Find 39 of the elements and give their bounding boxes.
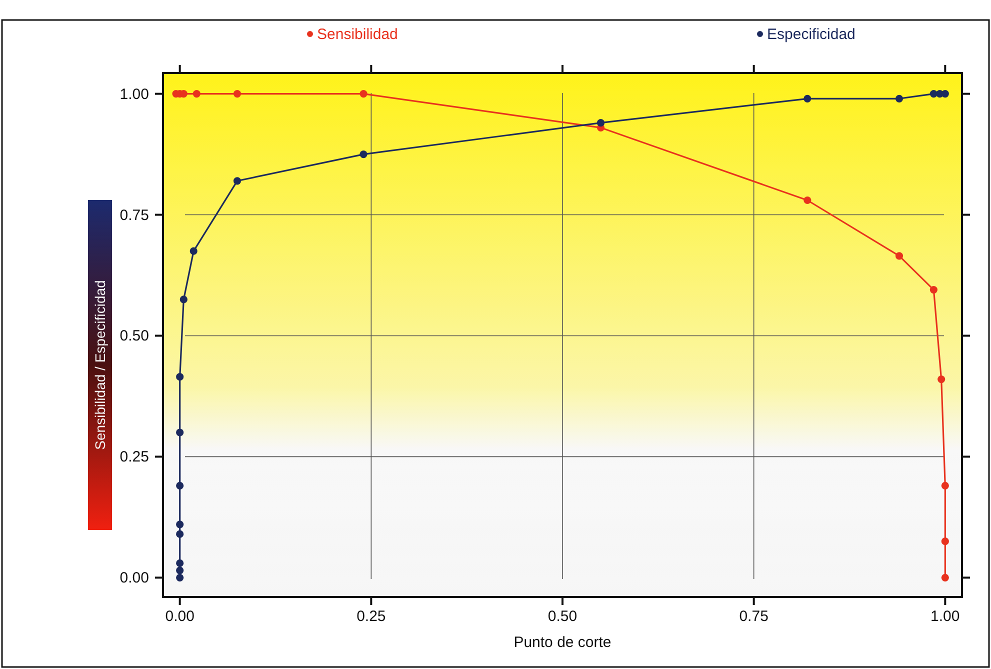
- point: [941, 482, 949, 490]
- x-tick-label: 0.25: [356, 608, 386, 625]
- x-axis-title: Punto de corte: [514, 634, 612, 651]
- point: [938, 375, 946, 384]
- x-tick-label: 0.75: [739, 608, 768, 625]
- point: [233, 90, 242, 98]
- point: [930, 286, 938, 294]
- y-tick-label: 0.75: [120, 206, 149, 224]
- x-tick-label: 0.50: [548, 608, 578, 625]
- legend-label: Especificidad: [767, 26, 856, 43]
- point: [941, 538, 949, 546]
- point: [176, 482, 184, 490]
- point: [176, 574, 184, 582]
- point: [176, 530, 184, 538]
- point: [895, 94, 904, 102]
- point: [176, 520, 184, 528]
- point: [176, 566, 184, 574]
- point: [895, 252, 904, 260]
- y-tick-label: 0.25: [120, 448, 149, 466]
- point: [233, 177, 242, 185]
- point: [176, 428, 184, 436]
- y-tick-label: 0.00: [120, 570, 149, 587]
- point: [804, 196, 812, 204]
- point: [180, 296, 188, 304]
- point: [176, 559, 184, 567]
- point: [360, 150, 368, 158]
- y-tick-label: 0.50: [120, 328, 149, 345]
- point: [941, 574, 949, 582]
- point: [176, 373, 184, 381]
- point: [360, 90, 368, 98]
- point: [596, 119, 605, 127]
- y-tick-label: 1.00: [120, 86, 149, 103]
- point: [192, 90, 200, 98]
- point: [804, 94, 812, 102]
- x-tick-label: 0.00: [165, 608, 194, 625]
- point: [190, 247, 198, 255]
- x-tick-label: 1.00: [930, 608, 960, 625]
- legend-label: Sensibilidad: [317, 26, 398, 43]
- y-axis-title: Sensibilidad / Especificidad: [92, 280, 108, 450]
